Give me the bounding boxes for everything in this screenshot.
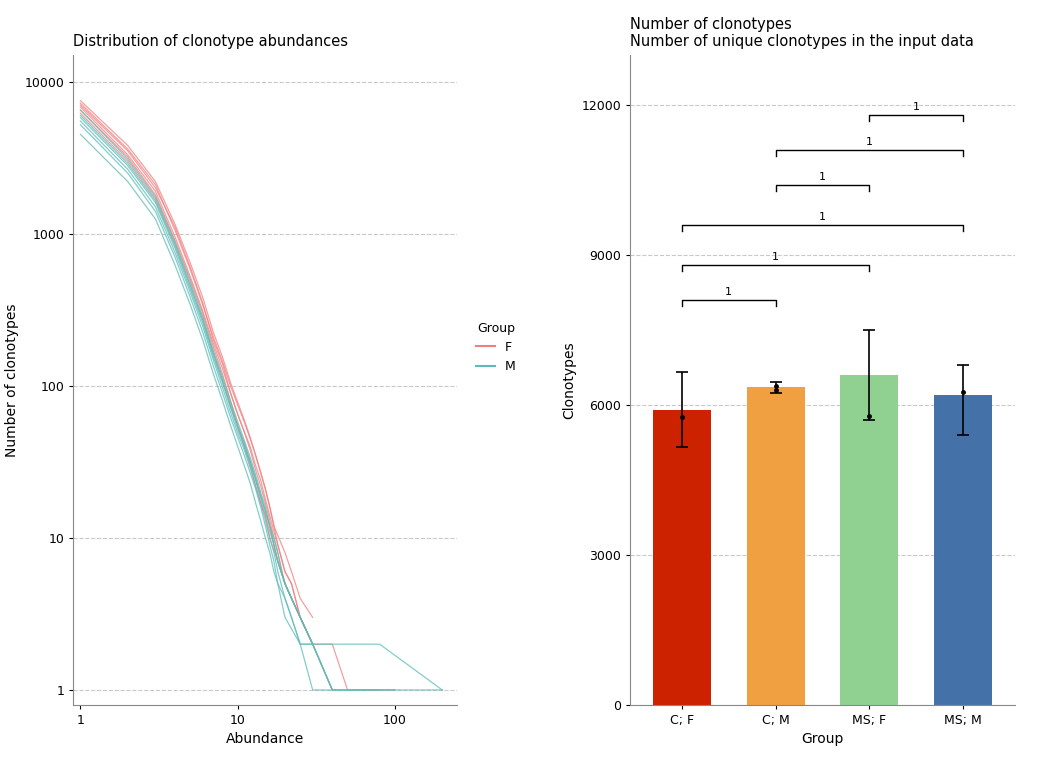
- Text: 1: 1: [819, 171, 826, 182]
- Text: Number of clonotypes
Number of unique clonotypes in the input data: Number of clonotypes Number of unique cl…: [631, 17, 974, 49]
- Bar: [653, 410, 711, 705]
- Legend: F, M: F, M: [472, 316, 521, 378]
- Text: 1: 1: [819, 211, 826, 222]
- Y-axis label: Clonotypes: Clonotypes: [562, 341, 576, 419]
- Text: 1: 1: [913, 102, 919, 112]
- Y-axis label: Number of clonotypes: Number of clonotypes: [5, 303, 19, 456]
- X-axis label: Group: Group: [801, 732, 844, 746]
- Bar: [840, 375, 899, 705]
- Text: Distribution of clonotype abundances: Distribution of clonotype abundances: [73, 34, 348, 49]
- Text: 1: 1: [725, 287, 732, 297]
- Bar: [747, 388, 804, 705]
- X-axis label: Abundance: Abundance: [226, 732, 304, 746]
- Text: 1: 1: [866, 137, 872, 146]
- Text: 1: 1: [772, 252, 779, 262]
- Bar: [934, 395, 992, 705]
